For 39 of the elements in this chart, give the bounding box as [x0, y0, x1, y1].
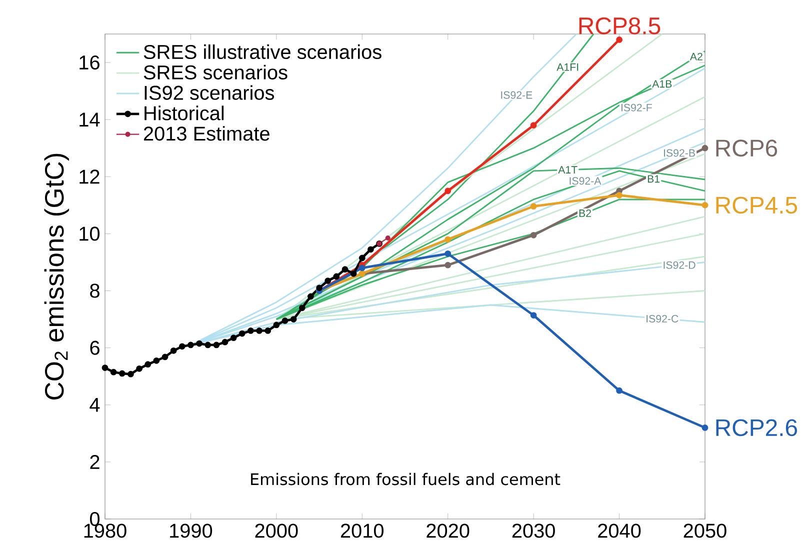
annotation: IS92-B — [664, 149, 695, 157]
x-tick-label: 2010 — [340, 524, 384, 538]
y-tick-label: 2 — [90, 454, 100, 469]
legend-label: IS92 scenarios — [144, 85, 274, 100]
y-tick-label: 12 — [80, 170, 100, 184]
legend-label: SRES scenarios — [144, 64, 288, 80]
legend-label: Historical — [144, 106, 224, 120]
annotation: A1FI — [556, 63, 578, 71]
x-tick-label: 2040 — [598, 524, 641, 538]
annotation: RCP8.5 — [579, 17, 660, 34]
annotation: A1B — [652, 80, 672, 88]
x-tick-label: 1980 — [84, 524, 126, 538]
annotation: RCP6 — [716, 140, 778, 157]
x-tick-label: 2020 — [426, 524, 470, 538]
annotation: B1 — [648, 175, 660, 183]
y-tick-label: 4 — [90, 398, 100, 412]
y-tick-label: 6 — [90, 340, 100, 355]
x-tick-label: 2030 — [512, 524, 555, 538]
legend-label: SRES illustrative scenarios — [144, 44, 382, 60]
annotation: Emissions from fossil fuels and cement — [251, 472, 560, 486]
y-tick-label: 10 — [80, 226, 100, 241]
x-tick-label: 1990 — [170, 524, 212, 538]
y-tick-label: 14 — [80, 112, 100, 126]
annotation: A2 — [690, 52, 702, 60]
x-tick-label: 2050 — [684, 524, 726, 538]
y-tick-label: 8 — [90, 284, 100, 298]
annotation: IS92-C — [646, 314, 678, 322]
annotation: RCP2.6 — [716, 419, 797, 436]
annotation: RCP4.5 — [716, 196, 798, 214]
x-tick-label: 2000 — [255, 524, 298, 538]
annotation: IS92-E — [501, 91, 532, 99]
annotation: A1T — [558, 166, 578, 174]
annotation: IS92-F — [621, 104, 652, 112]
y-tick-label: 16 — [80, 55, 100, 70]
legend-label: 2013 Estimate — [144, 126, 270, 141]
annotation: IS92-D — [664, 261, 696, 269]
annotation: IS92-A — [570, 177, 602, 185]
y-axis-title: CO$_{2}$ emissions (GtC) — [44, 154, 70, 400]
annotation: B2 — [579, 209, 591, 217]
